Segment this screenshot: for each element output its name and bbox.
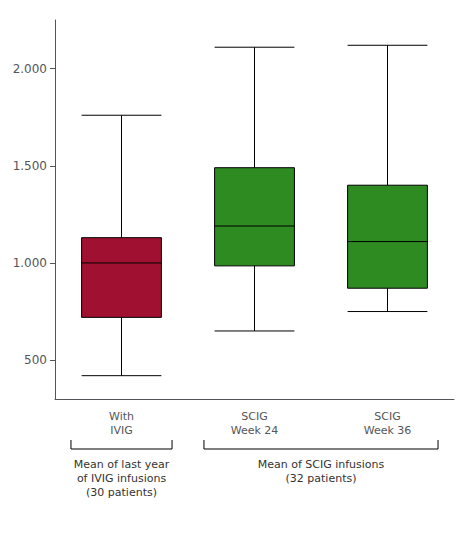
svg-text:1.000: 1.000	[13, 256, 47, 270]
svg-text:(32 patients): (32 patients)	[286, 472, 357, 485]
svg-text:Week 24: Week 24	[231, 424, 279, 437]
svg-text:SCIG: SCIG	[374, 410, 400, 423]
svg-text:of IVIG infusions: of IVIG infusions	[77, 472, 166, 485]
svg-text:1.500: 1.500	[13, 159, 47, 173]
svg-text:Mean of SCIG infusions: Mean of SCIG infusions	[258, 458, 385, 471]
svg-text:Mean of last year: Mean of last year	[74, 458, 170, 471]
svg-text:With: With	[109, 410, 134, 423]
svg-text:500: 500	[24, 353, 47, 367]
svg-text:IVIG: IVIG	[110, 424, 133, 437]
svg-text:2.000: 2.000	[13, 62, 47, 76]
svg-text:(30 patients): (30 patients)	[86, 486, 157, 499]
svg-text:SCIG: SCIG	[241, 410, 267, 423]
svg-text:Week 36: Week 36	[364, 424, 412, 437]
